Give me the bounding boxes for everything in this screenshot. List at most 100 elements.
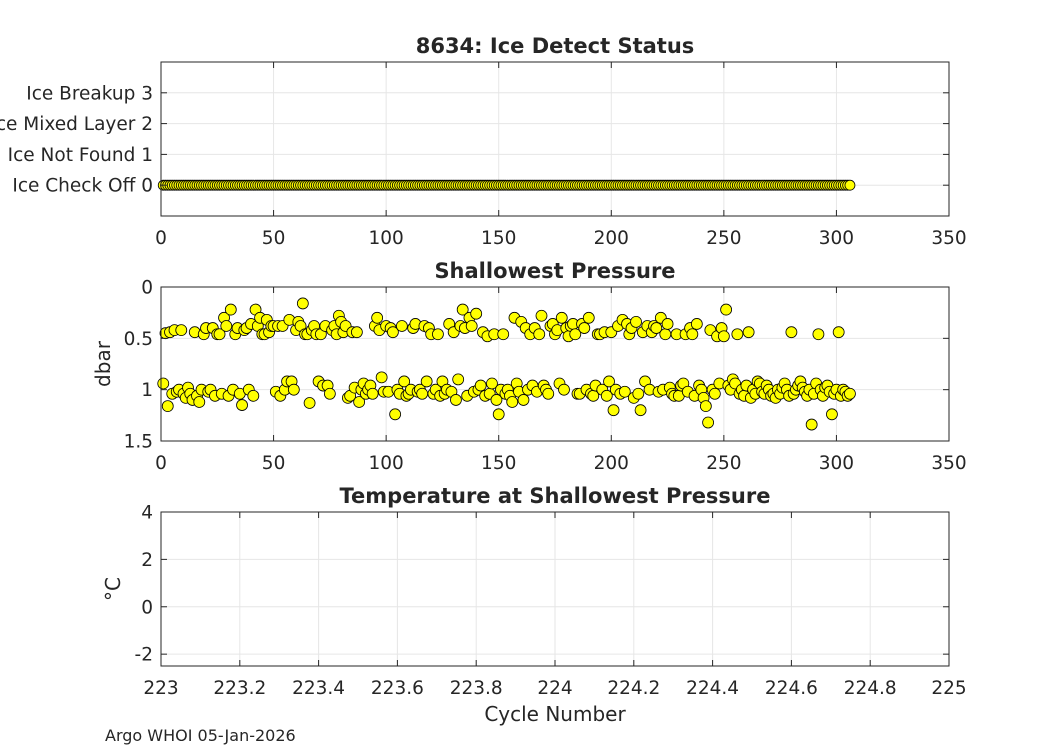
data-point [720,303,733,316]
y-tick-label: Ice Check Off 0 [12,176,153,197]
footer-credit: Argo WHOI 05-Jan-2026 [105,726,296,745]
ice-detect-status-panel: 0 50 100 150 200 250 300 350 Ice Check Off 0 Ice … [0,34,967,249]
x-tick-label: 200 [594,453,629,474]
y-tick-label: 2 [141,550,153,571]
data-point [486,377,498,390]
data-point [632,387,645,400]
x-tick-label: 50 [262,453,286,474]
x-tick-label: 223.4 [292,678,345,699]
data-point [826,408,838,421]
data-point [517,394,530,406]
x-tick-label: 250 [706,228,741,249]
data-point [690,318,703,330]
y-tick-label: 0 [141,278,153,299]
x-tick-label: 200 [594,228,629,249]
data-point [812,328,825,341]
y-axis-label: dbar [91,340,115,387]
data-point [558,383,570,396]
data-point [533,328,546,341]
data-point [323,387,336,400]
data-point [542,387,555,400]
data-point [708,387,721,400]
data-point [497,328,510,341]
x-tick-label: 350 [931,453,966,474]
y-tick-label: Ice Not Found 1 [8,145,153,166]
data-point [785,326,798,339]
data-point [603,375,615,388]
data-point [386,326,399,339]
data-point [350,326,363,339]
data-point [450,394,462,406]
shallowest-pressure-panel: 0 50 100 150 200 250 300 350 0 0.5 1 1.5 Shallowest… [91,259,967,474]
y-tick-label: 0 [141,597,153,618]
x-tick-label: 224.6 [765,678,818,699]
data-point [474,379,487,392]
chart-title: Shallowest Pressure [434,259,675,283]
x-tick-label: 0 [155,453,167,474]
data-point [353,396,366,408]
data-point [416,387,429,400]
data-point [366,387,379,400]
data-point [161,400,174,412]
data-point [432,328,444,341]
data-point [844,179,856,191]
data-point [535,309,548,322]
x-tick-label: 250 [706,453,741,474]
data-point [287,383,300,396]
x-tick-label: 224 [537,678,572,699]
data-point [375,371,388,384]
data-point [236,399,248,411]
x-tick-label: 224.2 [607,678,660,699]
data-point [213,328,226,341]
data-point [420,375,433,388]
data-point [661,318,674,330]
data-point [630,316,642,328]
data-point [650,322,663,334]
y-tick-label: -2 [135,645,153,666]
data-point [634,404,647,417]
data-point [452,373,465,386]
data-point [618,385,631,398]
x-tick-label: 100 [368,228,403,249]
axis-ticks: 0 50 100 150 200 250 300 350 0 0.5 1 1.5 [124,278,967,475]
data-point [193,396,206,408]
data-point [456,303,469,316]
data-point [470,307,483,320]
data-point [555,311,568,324]
x-tick-label: 50 [262,228,286,249]
x-tick-label: 223.8 [450,678,503,699]
data-point [157,377,170,390]
data-point [742,326,755,339]
axis-ticks: 0 50 100 150 200 250 300 350 Ice Check Off 0 Ice … [0,62,967,249]
data-point [398,375,411,388]
data-point [396,320,408,332]
axes-frame [160,286,950,442]
y-tick-label: 0.5 [124,329,153,350]
x-tick-label: 225 [931,678,966,699]
panel-background [161,62,949,216]
data-point [600,389,613,402]
data-point [717,330,730,343]
y-tick-label: Ice Breakup 3 [26,83,153,104]
x-tick-label: 300 [819,453,854,474]
y-axis-label: °C [101,577,125,601]
data-point [465,320,478,332]
data-point [731,328,744,341]
x-axis-label: Cycle Number [484,702,626,726]
data-point [492,408,505,421]
x-tick-label: 150 [481,228,516,249]
data-point [578,322,591,334]
data-point [506,396,519,408]
x-tick-label: 224.8 [844,678,897,699]
data-point [389,408,402,421]
data-point [175,324,188,337]
data-point [702,416,714,429]
x-tick-label: 223.2 [213,678,266,699]
data-point [607,404,620,417]
x-tick-label: 300 [819,228,854,249]
data-point [247,389,260,402]
data-point [659,328,672,341]
data-point [569,328,582,341]
data-point [844,387,856,400]
panel-background [161,287,949,441]
